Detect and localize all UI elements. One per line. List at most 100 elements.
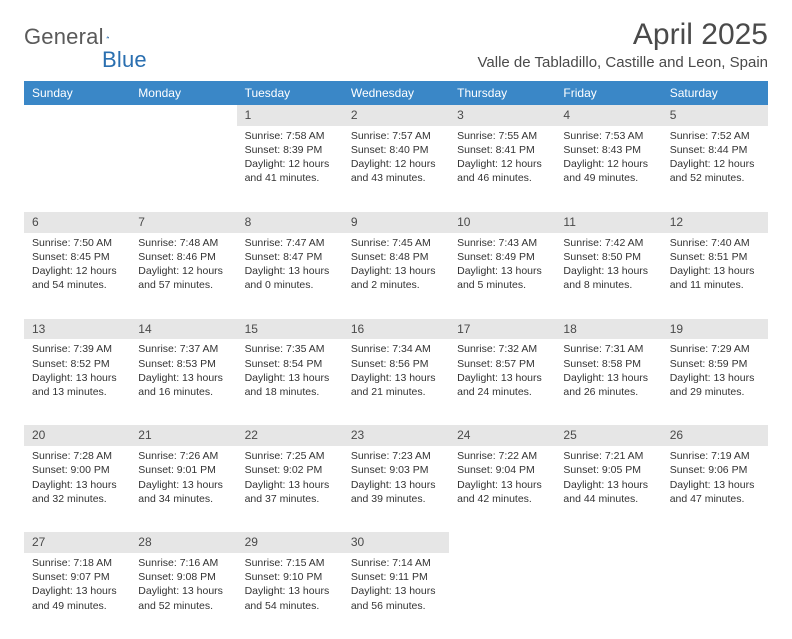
- day-number-cell: 23: [343, 425, 449, 446]
- daylight-text: Daylight: 13 hours and 13 minutes.: [32, 371, 122, 399]
- sunset-text: Sunset: 9:00 PM: [32, 463, 122, 477]
- day-number-cell: 29: [237, 532, 343, 553]
- day-number-cell: 6: [24, 212, 130, 233]
- day-number-row: 27282930: [24, 532, 768, 553]
- sunset-text: Sunset: 8:46 PM: [138, 250, 228, 264]
- weekday-header: Saturday: [662, 81, 768, 105]
- sunrise-text: Sunrise: 7:22 AM: [457, 449, 547, 463]
- day-body-cell: Sunrise: 7:57 AMSunset: 8:40 PMDaylight:…: [343, 126, 449, 212]
- day-number-cell: 13: [24, 319, 130, 340]
- day-body-cell: Sunrise: 7:26 AMSunset: 9:01 PMDaylight:…: [130, 446, 236, 532]
- location: Valle de Tabladillo, Castille and Leon, …: [478, 54, 768, 71]
- sunrise-text: Sunrise: 7:58 AM: [245, 129, 335, 143]
- day-number-cell: 7: [130, 212, 236, 233]
- sunset-text: Sunset: 9:02 PM: [245, 463, 335, 477]
- day-number-cell: 27: [24, 532, 130, 553]
- sunset-text: Sunset: 8:40 PM: [351, 143, 441, 157]
- sunrise-text: Sunrise: 7:43 AM: [457, 236, 547, 250]
- sunset-text: Sunset: 9:07 PM: [32, 570, 122, 584]
- sunset-text: Sunset: 8:48 PM: [351, 250, 441, 264]
- sunset-text: Sunset: 8:54 PM: [245, 357, 335, 371]
- sunrise-text: Sunrise: 7:31 AM: [563, 342, 653, 356]
- weekday-header: Wednesday: [343, 81, 449, 105]
- sunset-text: Sunset: 9:06 PM: [670, 463, 760, 477]
- day-body-cell: Sunrise: 7:16 AMSunset: 9:08 PMDaylight:…: [130, 553, 236, 639]
- daylight-text: Daylight: 13 hours and 21 minutes.: [351, 371, 441, 399]
- day-body-cell: Sunrise: 7:47 AMSunset: 8:47 PMDaylight:…: [237, 233, 343, 319]
- day-number-cell: [24, 105, 130, 126]
- daylight-text: Daylight: 12 hours and 41 minutes.: [245, 157, 335, 185]
- daylight-text: Daylight: 12 hours and 54 minutes.: [32, 264, 122, 292]
- day-number-cell: 8: [237, 212, 343, 233]
- daylight-text: Daylight: 13 hours and 16 minutes.: [138, 371, 228, 399]
- sunrise-text: Sunrise: 7:25 AM: [245, 449, 335, 463]
- daylight-text: Daylight: 13 hours and 39 minutes.: [351, 478, 441, 506]
- day-number-cell: 25: [555, 425, 661, 446]
- sunset-text: Sunset: 8:57 PM: [457, 357, 547, 371]
- day-number-cell: 28: [130, 532, 236, 553]
- daylight-text: Daylight: 12 hours and 43 minutes.: [351, 157, 441, 185]
- sunset-text: Sunset: 9:04 PM: [457, 463, 547, 477]
- logo-text-1: General: [24, 24, 104, 50]
- sunrise-text: Sunrise: 7:55 AM: [457, 129, 547, 143]
- day-body-cell: Sunrise: 7:48 AMSunset: 8:46 PMDaylight:…: [130, 233, 236, 319]
- sunrise-text: Sunrise: 7:28 AM: [32, 449, 122, 463]
- day-body-row: Sunrise: 7:28 AMSunset: 9:00 PM Daylight:…: [24, 446, 768, 532]
- sunrise-text: Sunrise: 7:21 AM: [563, 449, 653, 463]
- logo: General: [24, 18, 130, 50]
- weekday-header: Sunday: [24, 81, 130, 105]
- day-body-cell: Sunrise: 7:22 AMSunset: 9:04 PMDaylight:…: [449, 446, 555, 532]
- day-number-cell: 22: [237, 425, 343, 446]
- day-number-cell: 4: [555, 105, 661, 126]
- sunrise-text: Sunrise: 7:39 AM: [32, 342, 122, 356]
- weekday-header-row: Sunday Monday Tuesday Wednesday Thursday…: [24, 81, 768, 105]
- day-number-cell: 16: [343, 319, 449, 340]
- day-body-cell: Sunrise: 7:34 AMSunset: 8:56 PMDaylight:…: [343, 339, 449, 425]
- sunset-text: Sunset: 8:51 PM: [670, 250, 760, 264]
- day-number-cell: 1: [237, 105, 343, 126]
- sunrise-text: Sunrise: 7:53 AM: [563, 129, 653, 143]
- sunrise-text: Sunrise: 7:32 AM: [457, 342, 547, 356]
- daylight-text: Daylight: 13 hours and 24 minutes.: [457, 371, 547, 399]
- day-body-row: Sunrise: 7:18 AMSunset: 9:07 PMDaylight:…: [24, 553, 768, 639]
- day-number-cell: 19: [662, 319, 768, 340]
- day-body-cell: [449, 553, 555, 639]
- sunset-text: Sunset: 8:59 PM: [670, 357, 760, 371]
- sunset-text: Sunset: 9:10 PM: [245, 570, 335, 584]
- sunrise-text: Sunrise: 7:16 AM: [138, 556, 228, 570]
- sunset-text: Sunset: 9:08 PM: [138, 570, 228, 584]
- sunrise-text: Sunrise: 7:52 AM: [670, 129, 760, 143]
- day-number-cell: [130, 105, 236, 126]
- day-body-cell: [662, 553, 768, 639]
- day-body-cell: Sunrise: 7:42 AMSunset: 8:50 PMDaylight:…: [555, 233, 661, 319]
- sunrise-text: Sunrise: 7:14 AM: [351, 556, 441, 570]
- daylight-text: Daylight: 13 hours and 5 minutes.: [457, 264, 547, 292]
- day-body-cell: Sunrise: 7:39 AMSunset: 8:52 PMDaylight:…: [24, 339, 130, 425]
- sunset-text: Sunset: 8:53 PM: [138, 357, 228, 371]
- calendar-page: General April 2025 Valle de Tabladillo, …: [0, 0, 792, 639]
- sunset-text: Sunset: 8:45 PM: [32, 250, 122, 264]
- sunset-text: Sunset: 8:58 PM: [563, 357, 653, 371]
- weekday-header: Tuesday: [237, 81, 343, 105]
- sunset-text: Sunset: 9:11 PM: [351, 570, 441, 584]
- daylight-text: Daylight: 13 hours and 37 minutes.: [245, 478, 335, 506]
- daylight-text: Daylight: 13 hours and 56 minutes.: [351, 584, 441, 612]
- weekday-header: Thursday: [449, 81, 555, 105]
- daylight-text: Daylight: 12 hours and 57 minutes.: [138, 264, 228, 292]
- day-body-cell: [24, 126, 130, 212]
- daylight-text: Daylight: 13 hours and 34 minutes.: [138, 478, 228, 506]
- month-title: April 2025: [478, 18, 768, 52]
- sunrise-text: Sunrise: 7:23 AM: [351, 449, 441, 463]
- day-number-cell: [555, 532, 661, 553]
- day-body-cell: Sunrise: 7:15 AMSunset: 9:10 PMDaylight:…: [237, 553, 343, 639]
- day-number-cell: 30: [343, 532, 449, 553]
- day-number-cell: 14: [130, 319, 236, 340]
- daylight-text: Daylight: 13 hours and 11 minutes.: [670, 264, 760, 292]
- day-body-cell: Sunrise: 7:19 AMSunset: 9:06 PMDaylight:…: [662, 446, 768, 532]
- weekday-header: Friday: [555, 81, 661, 105]
- day-number-cell: 26: [662, 425, 768, 446]
- logo-sail-icon: [106, 28, 110, 46]
- day-number-cell: 15: [237, 319, 343, 340]
- daylight-text: Daylight: 13 hours and 18 minutes.: [245, 371, 335, 399]
- day-body-row: Sunrise: 7:58 AMSunset: 8:39 PMDaylight:…: [24, 126, 768, 212]
